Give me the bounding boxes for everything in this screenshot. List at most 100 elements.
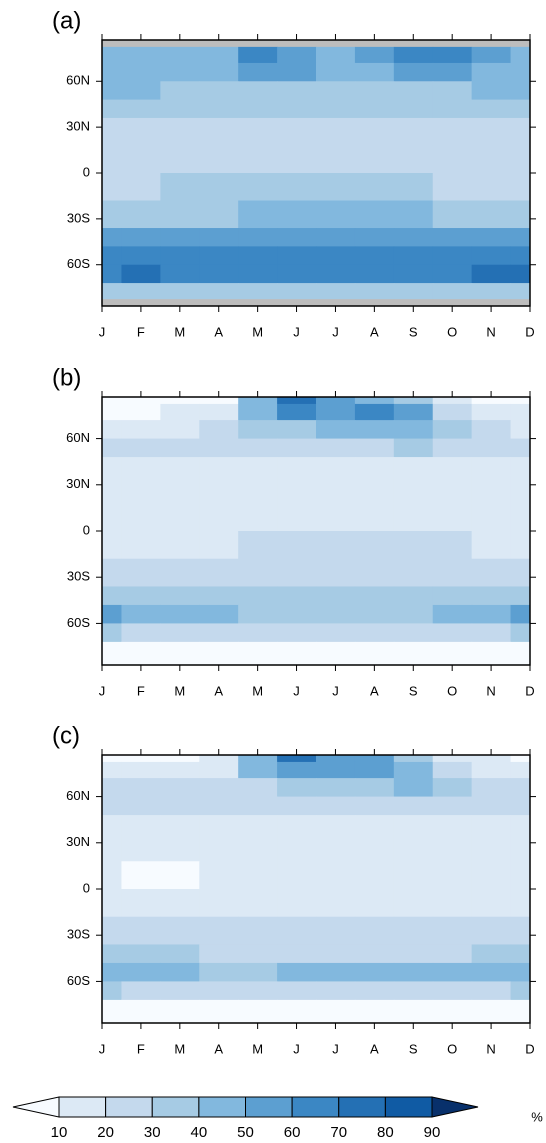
cell xyxy=(238,604,278,624)
x-tick-label: F xyxy=(137,324,145,339)
cell xyxy=(238,81,278,101)
cell xyxy=(199,283,239,300)
cell xyxy=(316,299,356,306)
cell xyxy=(471,200,512,229)
cell xyxy=(316,403,356,421)
cell xyxy=(199,962,239,982)
cell xyxy=(199,981,239,1001)
cell xyxy=(199,778,239,798)
colorbar-box xyxy=(198,1096,246,1118)
cell xyxy=(277,1016,317,1023)
cell xyxy=(277,558,317,587)
cell xyxy=(432,981,473,1001)
cell xyxy=(277,833,317,862)
x-tick-label: O xyxy=(447,324,457,339)
cell xyxy=(160,778,200,798)
cell xyxy=(199,117,239,146)
x-tick-label: S xyxy=(409,324,418,339)
y-tick-label: 30S xyxy=(67,569,90,584)
x-tick-label: J xyxy=(332,324,339,339)
cell xyxy=(471,46,512,64)
cell xyxy=(393,962,434,982)
cell xyxy=(354,944,395,964)
x-tick-label: S xyxy=(409,683,418,698)
cell xyxy=(316,861,356,890)
cell xyxy=(160,944,200,964)
cell xyxy=(510,778,530,798)
cell xyxy=(160,117,200,146)
cell xyxy=(238,503,278,532)
cell xyxy=(510,475,530,504)
x-tick-label: F xyxy=(137,683,145,698)
cell xyxy=(121,815,161,835)
x-tick-label: D xyxy=(525,1041,534,1056)
cell xyxy=(160,755,200,763)
cell xyxy=(510,889,530,918)
cell xyxy=(121,99,161,119)
cell xyxy=(199,944,239,964)
cell xyxy=(354,623,395,643)
cell xyxy=(354,833,395,862)
cell xyxy=(393,755,434,763)
cell xyxy=(393,916,434,945)
cell xyxy=(102,81,122,101)
cell xyxy=(160,457,200,477)
cell xyxy=(471,503,512,532)
cell xyxy=(393,438,434,458)
cell xyxy=(510,117,530,146)
cell xyxy=(238,999,278,1017)
cell xyxy=(160,889,200,918)
cell xyxy=(238,283,278,300)
cell xyxy=(277,999,317,1017)
cell xyxy=(316,145,356,174)
cell xyxy=(432,833,473,862)
cell xyxy=(199,641,239,659)
cell xyxy=(432,117,473,146)
cell xyxy=(277,246,317,266)
cell xyxy=(510,145,530,174)
cell xyxy=(160,981,200,1001)
cell xyxy=(354,475,395,504)
cell xyxy=(316,475,356,504)
cell xyxy=(354,117,395,146)
x-tick-label: A xyxy=(370,683,379,698)
cell xyxy=(102,438,122,458)
cell xyxy=(121,558,161,587)
x-tick-label: D xyxy=(525,683,534,698)
cell xyxy=(102,531,122,560)
cell xyxy=(199,531,239,560)
cell xyxy=(471,264,512,284)
cell xyxy=(277,457,317,477)
cell xyxy=(393,397,434,405)
cell xyxy=(471,283,512,300)
cell xyxy=(199,62,239,82)
cell xyxy=(199,796,239,816)
cell xyxy=(238,586,278,606)
cell xyxy=(277,145,317,174)
cell xyxy=(510,40,530,48)
cell xyxy=(102,815,122,835)
cell xyxy=(160,81,200,101)
cell xyxy=(121,981,161,1001)
cell xyxy=(432,1016,473,1023)
cell xyxy=(121,145,161,174)
cell xyxy=(160,438,200,458)
cell xyxy=(102,1016,122,1023)
cell xyxy=(238,833,278,862)
cell xyxy=(160,397,200,405)
cell xyxy=(238,944,278,964)
cell xyxy=(160,586,200,606)
cell xyxy=(102,246,122,266)
cell xyxy=(277,299,317,306)
cell xyxy=(102,99,122,119)
cell xyxy=(432,796,473,816)
cell xyxy=(432,228,473,247)
cell xyxy=(393,264,434,284)
panel-label: (c) xyxy=(52,722,80,749)
cell xyxy=(121,264,161,284)
cell xyxy=(316,761,356,779)
x-tick-label: A xyxy=(214,324,223,339)
cell xyxy=(354,981,395,1001)
cell xyxy=(432,99,473,119)
cell xyxy=(121,531,161,560)
